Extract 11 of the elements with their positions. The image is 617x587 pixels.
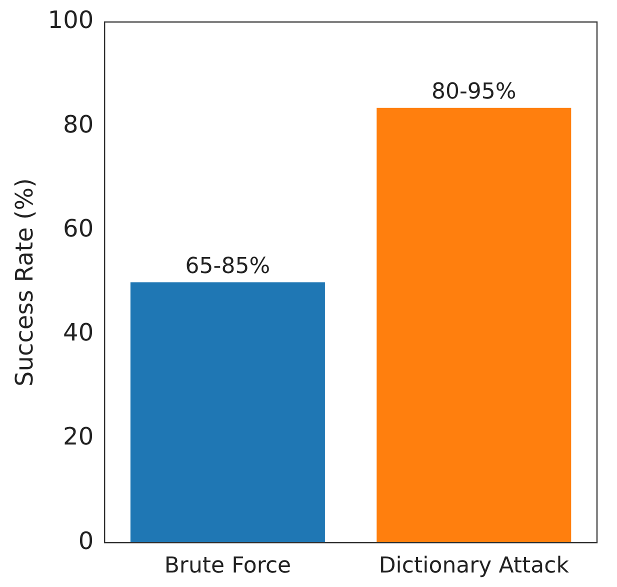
y-tick-label: 80: [63, 110, 94, 138]
annotation: 80-95%: [431, 80, 516, 105]
y-tick-label: 60: [63, 214, 94, 242]
x-tick-label: Brute Force: [164, 554, 292, 579]
annotation: 65-85%: [185, 254, 270, 280]
y-tick-label: 20: [63, 422, 94, 451]
x-tick-label: Dictionary Attack: [378, 554, 570, 579]
y-tick-label: 40: [63, 318, 94, 347]
y-axis-title: Success Rate (%): [10, 178, 39, 387]
y-tick-label: 100: [48, 6, 94, 34]
y-tick-label: 0: [78, 526, 94, 555]
